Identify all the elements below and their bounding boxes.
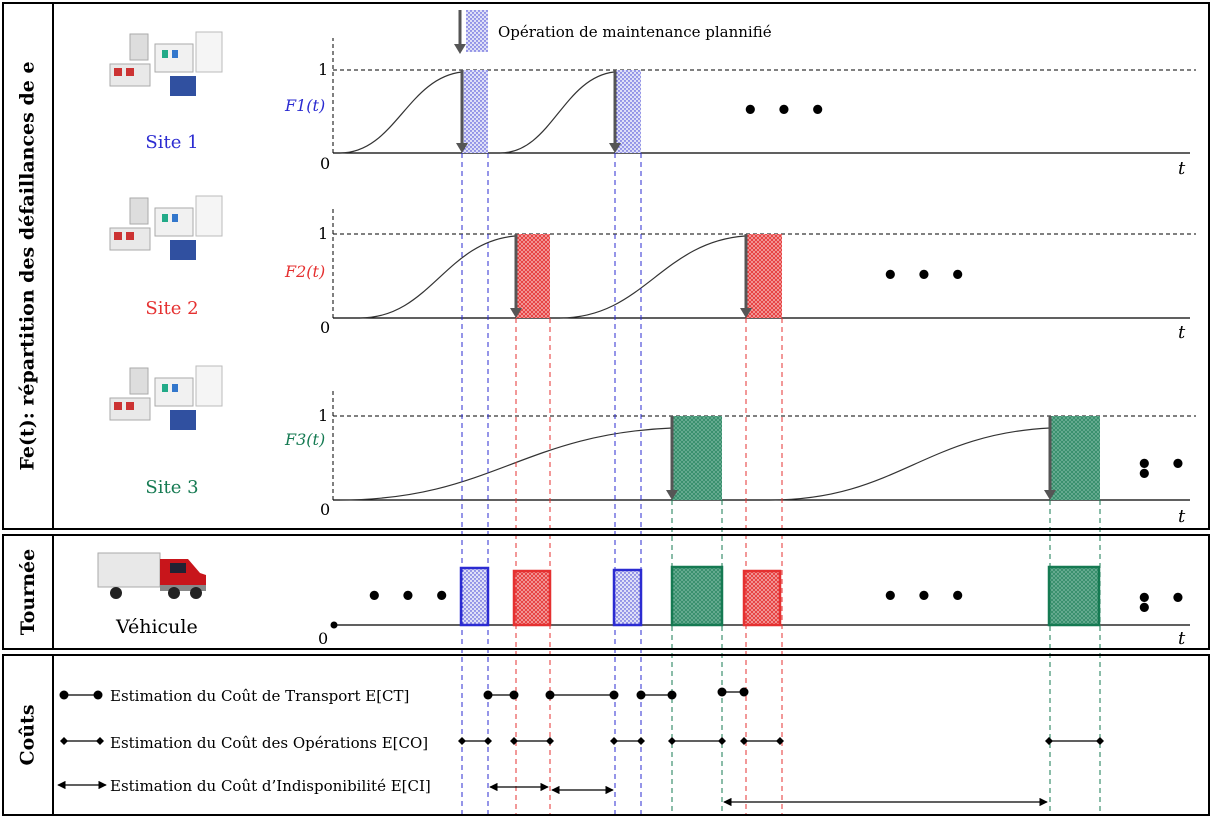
- site-2-t-label: t: [1178, 322, 1186, 343]
- transport-seg-2-start: [545, 690, 555, 700]
- legend-operations-symbol-end: [96, 737, 104, 745]
- transport-seg-1-end: [509, 690, 519, 700]
- transport-seg-3-end: [667, 690, 677, 700]
- site-1-curve-2: [499, 71, 615, 154]
- site-3-t-label: t: [1178, 506, 1186, 527]
- operations-seg-3-end: [637, 737, 645, 745]
- tour-label: Tournée: [17, 548, 40, 636]
- site-1-block-2: [615, 70, 641, 153]
- distribution-label: Fe(t): répartition des défaillances de e: [17, 61, 39, 471]
- legend-unavailability: Estimation du Coût d’Indisponibilité E[C…: [110, 777, 431, 795]
- annotation-arrow-head: [454, 44, 466, 54]
- tour-ellipsis-mid: • • •: [882, 582, 970, 612]
- annotation-swatch: [466, 10, 488, 52]
- site-2-block-2: [746, 234, 782, 318]
- tour-origin-dot: [330, 621, 338, 629]
- distribution-panel: [2, 2, 1210, 530]
- site-1-arrow-2-head: [609, 143, 621, 153]
- site-1-curve-1: [339, 71, 463, 154]
- operations-seg-6-start: [1045, 737, 1053, 745]
- tour-panel: [2, 534, 1210, 650]
- tour-t-label: t: [1178, 628, 1186, 649]
- site-3-curve-1: [339, 427, 673, 501]
- vehicle-label: Véhicule: [116, 616, 198, 638]
- site-2-curve-1: [359, 235, 516, 319]
- factory-icon-site-2: [109, 195, 223, 260]
- site-2-arrow-2-head: [740, 308, 752, 318]
- legend-operations: Estimation du Coût des Opérations E[CO]: [110, 734, 429, 752]
- site-1-arrow-1-head: [456, 143, 468, 153]
- tour-ellipsis-left: • • •: [366, 582, 454, 612]
- site-3-arrow-2-head: [1044, 490, 1056, 500]
- site-3-y-zero: 0: [320, 500, 331, 519]
- site-2-y-one: 1: [318, 224, 329, 243]
- costs-label: Coûts: [17, 704, 39, 766]
- site-1-function-label: F1(t): [285, 96, 326, 115]
- operations-seg-5-start: [740, 737, 748, 745]
- operations-seg-5-end: [776, 737, 784, 745]
- tour-block-green-2: [1047, 565, 1101, 627]
- site-2-arrow-1-head: [510, 308, 522, 318]
- legend-operations-symbol-start: [60, 737, 68, 745]
- site-2-label: Site 2: [145, 298, 199, 319]
- site-1-block-1: [462, 70, 488, 153]
- tour-block-green-1: [670, 565, 724, 627]
- factory-icon-site-1: [109, 31, 223, 96]
- site-1-label: Site 1: [145, 132, 199, 153]
- legend-transport-symbol-start: [59, 690, 69, 700]
- site-2-block-1: [516, 234, 550, 318]
- tour-block-red-1: [512, 569, 552, 627]
- legend-transport: Estimation du Coût de Transport E[CT]: [110, 687, 410, 705]
- tour-ellipsis-right: • • •: [1136, 584, 1191, 624]
- tour-zero: 0: [318, 629, 329, 648]
- operations-seg-1-end: [484, 737, 492, 745]
- left-column-divider-1: [2, 2, 54, 530]
- legend-transport-symbol-end: [93, 690, 103, 700]
- operations-seg-3-start: [610, 737, 618, 745]
- site-3-function-label: F3(t): [285, 430, 326, 449]
- site-1-t-label: t: [1178, 158, 1186, 179]
- operations-seg-4-start: [668, 737, 676, 745]
- site-3-block-2: [1050, 416, 1100, 500]
- left-column-divider-2: [2, 534, 54, 650]
- tour-block-blue-1: [459, 566, 490, 627]
- site-2-function-label: F2(t): [285, 262, 326, 281]
- maintenance-annotation: Opération de maintenance plannifié: [498, 23, 772, 41]
- transport-seg-4-end: [739, 687, 749, 697]
- site-1-y-zero: 0: [320, 154, 331, 173]
- tour-block-red-2: [742, 569, 782, 627]
- site-3-arrow-1-head: [666, 490, 678, 500]
- transport-seg-4-start: [717, 687, 727, 697]
- site-1-ellipsis: • • •: [742, 96, 830, 126]
- costs-panel: [2, 654, 1210, 816]
- factory-icon-site-3: [109, 365, 223, 430]
- transport-seg-3-start: [636, 690, 646, 700]
- truck-icon: [97, 552, 206, 599]
- operations-seg-6-end: [1096, 737, 1104, 745]
- site-3-y-one: 1: [318, 406, 329, 425]
- site-2-ellipsis: • • •: [882, 261, 970, 291]
- operations-seg-2-start: [510, 737, 518, 745]
- transport-seg-1-start: [483, 690, 493, 700]
- site-3-label: Site 3: [145, 477, 199, 498]
- site-3-ellipsis: • • •: [1136, 450, 1191, 490]
- transport-seg-2-end: [609, 690, 619, 700]
- operations-seg-2-end: [546, 737, 554, 745]
- site-1-y-one: 1: [318, 60, 329, 79]
- operations-seg-4-end: [718, 737, 726, 745]
- site-2-curve-2: [559, 235, 746, 319]
- site-3-curve-2: [769, 427, 1051, 501]
- left-column-divider-3: [2, 654, 54, 816]
- site-3-block-1: [672, 416, 722, 500]
- site-2-y-zero: 0: [320, 318, 331, 337]
- operations-seg-1-start: [458, 737, 466, 745]
